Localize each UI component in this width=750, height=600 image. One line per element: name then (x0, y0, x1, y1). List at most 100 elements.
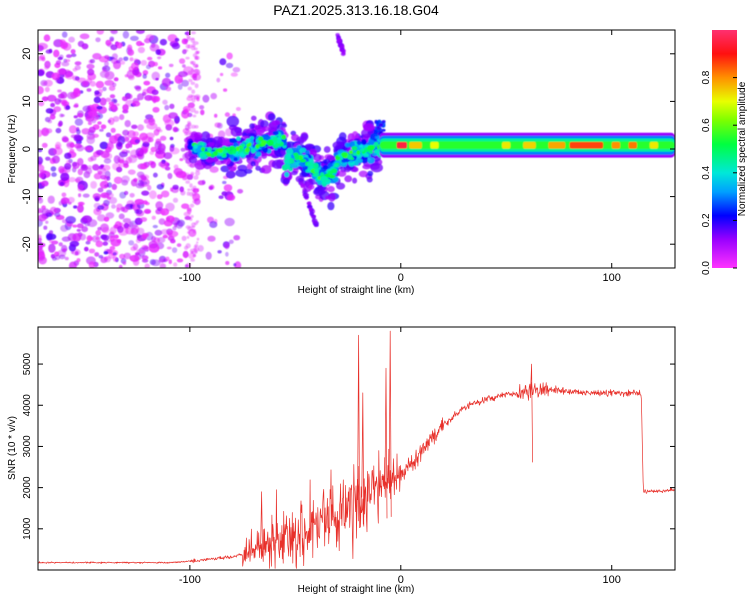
noise-speckle (116, 166, 123, 173)
scatter-core (229, 138, 238, 144)
noise-speckle (139, 163, 149, 170)
noise-speckle (86, 133, 96, 140)
noise-speckle (162, 99, 168, 105)
scatter-hotspot (246, 143, 251, 148)
noise-speckle (158, 161, 166, 167)
noise-speckle (55, 127, 62, 134)
noise-speckle (180, 147, 186, 152)
scatter-hotspot (314, 168, 320, 173)
noise-speckle (138, 148, 148, 155)
scatter-hotspot (285, 153, 292, 160)
noise-speckle (88, 261, 96, 268)
noise-speckle (164, 104, 170, 111)
noise-speckle (133, 58, 139, 62)
noise-speckle (73, 134, 82, 142)
noise-speckle (81, 128, 91, 135)
noise-speckle (102, 241, 109, 246)
scatter-halo (325, 195, 332, 200)
noise-speckle (76, 228, 81, 232)
streak-dot (298, 177, 304, 182)
noise-speckle (109, 94, 116, 99)
noise-speckle (104, 80, 115, 86)
noise-speckle (192, 230, 196, 234)
scatter-core (344, 142, 351, 148)
scatter-halo (370, 163, 384, 173)
snr-ticks: -100 0 100 1000 2000 3000 4000 5000 (22, 327, 675, 586)
noise-speckle (225, 170, 236, 179)
noise-speckle (95, 240, 104, 248)
scatter-halo (362, 164, 372, 170)
noise-speckle (71, 161, 78, 167)
noise-speckle (154, 229, 163, 236)
scatter-hotspot (331, 168, 338, 174)
noise-speckle (131, 224, 140, 234)
noise-speckle (82, 81, 89, 87)
noise-speckle (190, 37, 195, 41)
noise-speckle (223, 88, 228, 92)
noise-speckle (141, 255, 149, 261)
noise-speckle (182, 64, 186, 68)
snr-ytick-label: 1000 (22, 517, 33, 540)
noise-speckle (225, 62, 234, 69)
noise-speckle (98, 255, 104, 259)
noise-speckle (137, 93, 144, 101)
scatter-halo (282, 178, 290, 185)
noise-speckle (76, 129, 81, 135)
noise-speckle (94, 252, 100, 257)
carrier-hotspot (569, 141, 604, 149)
noise-speckle (194, 110, 199, 114)
noise-speckle (168, 63, 174, 68)
noise-speckle (160, 229, 170, 235)
noise-speckle (225, 251, 229, 257)
noise-speckle (81, 43, 89, 50)
scatter-core (299, 147, 307, 153)
noise-speckle (174, 37, 180, 42)
noise-speckle (140, 60, 147, 66)
noise-speckle (103, 251, 109, 255)
noise-speckle (105, 132, 112, 138)
noise-speckle (159, 38, 167, 46)
scatter-hotspot (276, 138, 282, 144)
noise-speckle (194, 83, 199, 89)
noise-speckle (190, 173, 194, 177)
scatter-hotspot (356, 150, 361, 155)
noise-speckle (68, 177, 76, 183)
noise-speckle (189, 183, 193, 188)
scatter-hotspot (333, 163, 339, 168)
scatter-hotspot (222, 149, 228, 154)
scatter-halo (363, 123, 374, 131)
noise-speckle (166, 246, 172, 250)
noise-speckle (58, 68, 66, 75)
noise-speckle (76, 77, 87, 83)
noise-speckle (78, 193, 82, 198)
noise-speckle (79, 233, 87, 241)
scatter-core (236, 136, 241, 141)
noise-speckle (158, 218, 166, 225)
noise-speckle (143, 118, 150, 124)
scatter-halo (194, 132, 203, 140)
scatter-hotspot (210, 153, 215, 158)
noise-speckle (59, 113, 64, 118)
noise-speckle (113, 176, 123, 184)
colorbar-ticks: 0.0 0.2 0.4 0.6 0.8 (701, 70, 737, 275)
noise-speckle (45, 108, 54, 114)
noise-speckle (155, 126, 161, 132)
noise-speckle (96, 105, 103, 110)
noise-speckle (161, 77, 172, 87)
noise-speckle (122, 104, 129, 112)
scatter-halo (261, 153, 268, 159)
noise-speckle (95, 236, 100, 241)
colorbar-tick-label: 0.2 (701, 213, 712, 227)
noise-speckle (181, 203, 190, 209)
noise-speckle (189, 217, 193, 221)
chart-title: PAZ1.2025.313.16.18.G04 (273, 2, 439, 18)
noise-speckle (192, 114, 197, 118)
noise-speckle (158, 66, 163, 70)
noise-speckle (159, 263, 166, 268)
noise-speckle (127, 130, 136, 139)
scatter-hotspot (206, 152, 212, 157)
scatter-core (357, 158, 363, 164)
noise-speckle (192, 199, 197, 204)
noise-speckle (185, 44, 190, 49)
